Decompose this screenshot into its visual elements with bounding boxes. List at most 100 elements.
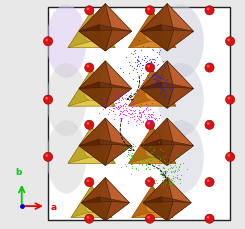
Point	[143, 114, 147, 117]
Polygon shape	[105, 202, 129, 221]
Point	[170, 181, 174, 185]
Point	[116, 91, 120, 95]
Point	[124, 55, 128, 59]
Point	[155, 72, 159, 76]
Point	[120, 97, 124, 100]
Point	[136, 93, 140, 97]
Polygon shape	[99, 82, 132, 108]
Point	[161, 184, 165, 187]
Point	[159, 157, 162, 161]
Polygon shape	[71, 185, 92, 218]
Point	[131, 103, 135, 107]
Point	[129, 93, 133, 97]
Point	[153, 156, 157, 160]
Ellipse shape	[46, 63, 86, 136]
Polygon shape	[143, 202, 173, 221]
Point	[150, 112, 154, 116]
Point	[148, 118, 152, 121]
Point	[128, 112, 132, 116]
Point	[141, 84, 145, 88]
Point	[124, 103, 128, 106]
Point	[169, 183, 173, 187]
Point	[137, 160, 141, 164]
Point	[148, 120, 152, 123]
Point	[148, 113, 152, 116]
Circle shape	[44, 37, 53, 46]
Circle shape	[44, 152, 53, 161]
Polygon shape	[79, 144, 112, 166]
Circle shape	[147, 122, 150, 125]
Point	[136, 58, 140, 62]
Point	[134, 166, 138, 170]
Point	[172, 170, 176, 174]
Circle shape	[145, 214, 155, 223]
Point	[119, 116, 122, 120]
Polygon shape	[161, 197, 191, 221]
Ellipse shape	[158, 120, 204, 194]
Point	[140, 63, 144, 67]
Polygon shape	[79, 61, 105, 89]
Point	[136, 55, 140, 58]
Polygon shape	[152, 126, 176, 163]
Point	[155, 181, 159, 185]
Point	[144, 107, 148, 111]
Polygon shape	[167, 87, 194, 108]
Point	[158, 48, 161, 51]
Circle shape	[84, 27, 99, 42]
Point	[119, 165, 122, 169]
Polygon shape	[81, 202, 111, 221]
Point	[141, 97, 145, 101]
Point	[121, 104, 125, 108]
Text: b: b	[15, 169, 22, 177]
Point	[166, 182, 170, 186]
Point	[138, 161, 142, 165]
Circle shape	[145, 120, 155, 129]
Point	[161, 88, 165, 92]
Polygon shape	[143, 177, 167, 203]
Point	[129, 172, 133, 176]
Point	[130, 153, 134, 156]
Point	[133, 144, 137, 148]
Point	[171, 176, 175, 180]
Point	[129, 108, 133, 112]
Polygon shape	[105, 177, 129, 203]
Point	[132, 66, 136, 70]
Point	[123, 96, 127, 100]
Polygon shape	[132, 212, 173, 218]
Point	[173, 164, 177, 167]
Point	[167, 86, 171, 90]
Point	[153, 72, 157, 76]
Point	[165, 188, 169, 192]
Point	[127, 107, 131, 111]
Point	[147, 160, 150, 164]
Point	[134, 158, 138, 161]
Point	[131, 68, 135, 72]
Point	[164, 181, 168, 184]
Circle shape	[227, 154, 230, 157]
Point	[110, 104, 114, 108]
Circle shape	[147, 216, 150, 219]
Polygon shape	[152, 69, 176, 106]
Point	[147, 167, 151, 171]
Polygon shape	[129, 41, 176, 48]
Point	[147, 119, 151, 123]
Point	[160, 76, 164, 79]
Point	[125, 154, 129, 158]
Point	[145, 55, 149, 58]
Point	[170, 178, 173, 182]
Polygon shape	[141, 118, 174, 146]
Point	[138, 61, 142, 65]
Point	[155, 77, 159, 80]
Point	[146, 45, 150, 49]
Point	[150, 121, 154, 125]
Point	[140, 158, 144, 162]
Point	[159, 68, 163, 71]
Point	[163, 89, 167, 93]
Point	[146, 112, 150, 116]
Circle shape	[227, 38, 230, 41]
Circle shape	[205, 214, 214, 223]
Point	[171, 174, 175, 177]
Point	[116, 107, 120, 111]
Point	[133, 60, 137, 64]
Point	[151, 110, 155, 114]
